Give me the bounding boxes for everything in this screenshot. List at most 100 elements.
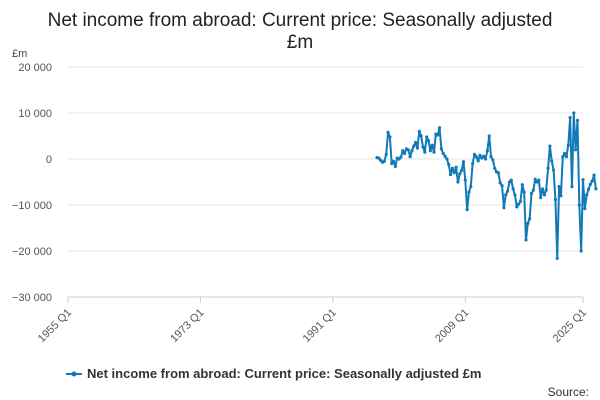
data-point[interactable] bbox=[511, 187, 515, 191]
data-point[interactable] bbox=[574, 148, 578, 152]
data-point[interactable] bbox=[377, 156, 381, 160]
data-point[interactable] bbox=[390, 162, 394, 166]
data-point[interactable] bbox=[533, 177, 537, 181]
data-point[interactable] bbox=[551, 168, 556, 172]
data-point[interactable] bbox=[447, 162, 451, 167]
data-point[interactable] bbox=[522, 190, 526, 194]
data-point[interactable] bbox=[539, 196, 543, 200]
data-point[interactable] bbox=[460, 168, 464, 173]
data-point[interactable] bbox=[476, 159, 480, 163]
data-point[interactable] bbox=[456, 180, 460, 184]
data-point[interactable] bbox=[478, 153, 482, 157]
data-point[interactable] bbox=[437, 126, 442, 130]
data-point[interactable] bbox=[590, 179, 594, 183]
data-point[interactable] bbox=[504, 193, 508, 197]
data-point[interactable] bbox=[410, 149, 414, 153]
data-point[interactable] bbox=[513, 193, 517, 197]
data-point[interactable] bbox=[594, 187, 598, 191]
data-point[interactable] bbox=[575, 118, 580, 122]
data-point[interactable] bbox=[474, 155, 478, 159]
data-point[interactable] bbox=[502, 206, 506, 210]
data-point[interactable] bbox=[414, 140, 418, 145]
data-point[interactable] bbox=[406, 148, 410, 152]
data-point[interactable] bbox=[517, 202, 521, 206]
data-point[interactable] bbox=[465, 208, 469, 212]
data-point[interactable] bbox=[432, 150, 436, 154]
data-point[interactable] bbox=[570, 185, 574, 189]
data-point[interactable] bbox=[425, 135, 429, 139]
data-point[interactable] bbox=[559, 194, 563, 198]
data-point[interactable] bbox=[557, 185, 561, 189]
data-point[interactable] bbox=[572, 111, 576, 115]
data-point[interactable] bbox=[579, 249, 583, 253]
data-point[interactable] bbox=[388, 135, 392, 139]
data-point[interactable] bbox=[450, 166, 455, 170]
data-point[interactable] bbox=[537, 178, 541, 182]
data-point[interactable] bbox=[382, 159, 386, 163]
data-point[interactable] bbox=[544, 188, 548, 192]
data-point[interactable] bbox=[588, 182, 592, 186]
data-point[interactable] bbox=[585, 193, 589, 197]
data-point[interactable] bbox=[555, 256, 559, 260]
data-point[interactable] bbox=[463, 178, 467, 182]
data-point[interactable] bbox=[472, 152, 477, 156]
data-point[interactable] bbox=[467, 190, 471, 194]
data-point[interactable] bbox=[563, 151, 567, 156]
data-point[interactable] bbox=[458, 172, 462, 176]
data-point[interactable] bbox=[561, 155, 565, 159]
data-point[interactable] bbox=[518, 199, 523, 203]
data-point[interactable] bbox=[419, 134, 423, 138]
data-point[interactable] bbox=[568, 116, 572, 120]
data-point[interactable] bbox=[485, 149, 489, 153]
data-point[interactable] bbox=[399, 155, 403, 159]
data-point[interactable] bbox=[531, 188, 535, 192]
data-point[interactable] bbox=[452, 171, 456, 175]
data-point[interactable] bbox=[483, 157, 488, 161]
data-point[interactable] bbox=[439, 147, 443, 151]
data-point[interactable] bbox=[553, 197, 558, 202]
data-point[interactable] bbox=[509, 178, 513, 182]
data-point[interactable] bbox=[500, 184, 504, 188]
data-point[interactable] bbox=[548, 144, 552, 148]
data-point[interactable] bbox=[454, 165, 458, 169]
data-point[interactable] bbox=[461, 160, 466, 164]
data-point[interactable] bbox=[426, 139, 431, 143]
data-point[interactable] bbox=[487, 134, 491, 138]
data-point[interactable] bbox=[386, 130, 390, 134]
data-point[interactable] bbox=[412, 144, 416, 148]
data-point[interactable] bbox=[482, 154, 486, 158]
data-point[interactable] bbox=[496, 171, 500, 175]
data-point[interactable] bbox=[402, 151, 407, 156]
data-point[interactable] bbox=[526, 221, 530, 225]
data-point[interactable] bbox=[430, 143, 434, 147]
data-point[interactable] bbox=[505, 189, 510, 193]
data-point[interactable] bbox=[592, 173, 596, 177]
data-point[interactable] bbox=[550, 159, 554, 163]
data-point[interactable] bbox=[393, 164, 397, 168]
data-point[interactable] bbox=[542, 193, 546, 197]
data-point[interactable] bbox=[540, 187, 545, 191]
data-point[interactable] bbox=[583, 207, 587, 211]
data-point[interactable] bbox=[515, 205, 519, 209]
data-point[interactable] bbox=[443, 154, 447, 158]
data-point[interactable] bbox=[581, 178, 585, 182]
data-point[interactable] bbox=[421, 145, 425, 149]
data-point[interactable] bbox=[448, 173, 453, 177]
data-point[interactable] bbox=[471, 162, 475, 166]
data-point[interactable] bbox=[491, 158, 495, 162]
data-point[interactable] bbox=[493, 166, 497, 170]
data-point[interactable] bbox=[408, 155, 412, 159]
data-point[interactable] bbox=[498, 181, 502, 185]
data-point[interactable] bbox=[415, 146, 420, 150]
data-point[interactable] bbox=[529, 191, 534, 196]
data-point[interactable] bbox=[441, 151, 445, 156]
data-point[interactable] bbox=[489, 155, 493, 159]
data-point[interactable] bbox=[401, 149, 405, 153]
data-point[interactable] bbox=[428, 149, 432, 153]
data-point[interactable] bbox=[391, 159, 396, 163]
data-point[interactable] bbox=[423, 150, 427, 154]
data-point[interactable] bbox=[566, 143, 570, 147]
data-point[interactable] bbox=[586, 187, 591, 191]
data-point[interactable] bbox=[469, 185, 473, 189]
data-point[interactable] bbox=[524, 238, 528, 242]
